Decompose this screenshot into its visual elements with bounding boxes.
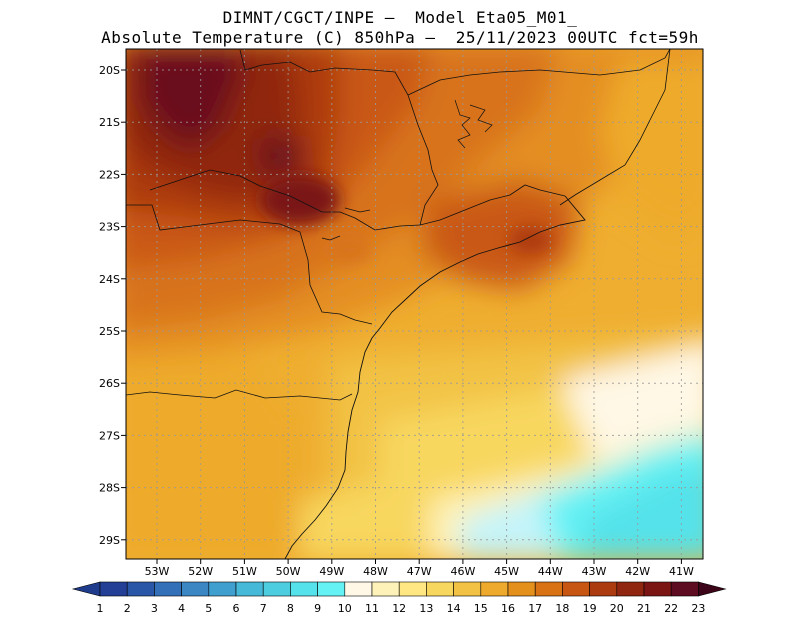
colorbar-label: 23 [691,602,705,615]
colorbar-segment [398,581,427,597]
colorbar-segment [154,581,182,597]
colorbar-arrow-low [71,581,101,597]
colorbar-segment [126,581,155,597]
colorbar-label: 11 [365,602,379,615]
colorbar-segment [262,581,291,597]
colorbar-label: 10 [338,602,352,615]
colorbar-label: 12 [392,602,406,615]
lat-tick-label: 24S [99,273,120,286]
colorbar-segment [99,581,128,597]
colorbar-label: 5 [205,602,212,615]
colorbar-label: 15 [474,602,488,615]
colorbar-label: 1 [97,602,104,615]
state-boundaries [126,49,671,401]
latitude-axis: 20S 21S 22S 23S 24S 25S 26S 27S 28S 29S [99,64,126,547]
colorbar-segment [507,581,536,597]
lat-tick-label: 23S [99,221,120,234]
colorbar-segment [616,581,645,597]
colorbar-label: 19 [583,602,597,615]
lon-tick-label: 49W [319,565,344,578]
colorbar-segment [534,581,563,597]
lon-tick-label: 48W [363,565,388,578]
coastline [284,195,586,559]
lon-tick-label: 51W [232,565,257,578]
colorbar-label: 13 [419,602,433,615]
title-line-1: DIMNT/CGCT/INPE – Model Eta05_M01_ [222,8,578,27]
lon-tick-label: 50W [276,565,301,578]
lon-tick-label: 41W [669,565,694,578]
colorbar-label: 20 [610,602,624,615]
colorbar-label: 22 [664,602,678,615]
lat-tick-label: 22S [99,168,120,181]
colorbar-segment [290,581,318,597]
lat-tick-label: 28S [99,482,120,495]
title-line-2: Absolute Temperature (C) 850hPa – 25/11/… [101,28,699,47]
lat-tick-label: 27S [99,429,120,442]
colorbar-label: 6 [233,602,240,615]
colorbar-segment [235,581,264,597]
colorbar-segment [426,581,454,597]
lon-tick-label: 47W [407,565,432,578]
colorbar-label: 8 [287,602,294,615]
lat-tick-label: 21S [99,116,120,129]
colorbar-segment [480,581,509,597]
colorbar-label: 9 [314,602,321,615]
colorbar-segment [589,581,618,597]
lat-tick-label: 25S [99,325,120,338]
colorbar-label: 2 [124,602,131,615]
colorbar-label: 14 [447,602,461,615]
lat-tick-label: 29S [99,534,120,547]
lon-tick-label: 53W [145,565,170,578]
colorbar-label: 18 [555,602,569,615]
colorbar-arrow-high [698,581,727,597]
lon-tick-label: 44W [538,565,563,578]
colorbar-segment [643,581,672,597]
lon-tick-label: 52W [188,565,213,578]
colorbar-label: 16 [501,602,515,615]
longitude-axis: 53W 52W 51W 50W 49W 48W 47W 46W 45W 44W 43W 42W 41W [145,559,694,578]
lon-tick-label: 46W [450,565,475,578]
colorbar: 1 2 3 4 5 6 7 8 9 10 11 12 13 14 15 16 17 18 19 20 21 22 23 [71,581,727,615]
lat-tick-label: 26S [99,377,120,390]
colorbar-label: 7 [260,602,267,615]
colorbar-segment [453,581,482,597]
lon-tick-label: 43W [582,565,607,578]
colorbar-label: 4 [178,602,185,615]
colorbar-segment [670,581,699,597]
colorbar-segment [562,581,590,597]
lat-lon-grid [126,49,703,559]
colorbar-segment [181,581,210,597]
reservoirs [321,99,493,241]
lon-tick-label: 42W [625,565,650,578]
temperature-field [126,49,703,559]
colorbar-segment [317,581,346,597]
colorbar-label: 21 [637,602,651,615]
colorbar-segment [344,581,373,597]
colorbar-segment [371,581,400,597]
plot-frame [125,48,704,560]
colorbar-segment [208,581,237,597]
colorbar-label: 17 [528,602,542,615]
colorbar-label: 3 [151,602,158,615]
lon-tick-label: 45W [494,565,519,578]
lat-tick-label: 20S [99,64,120,77]
